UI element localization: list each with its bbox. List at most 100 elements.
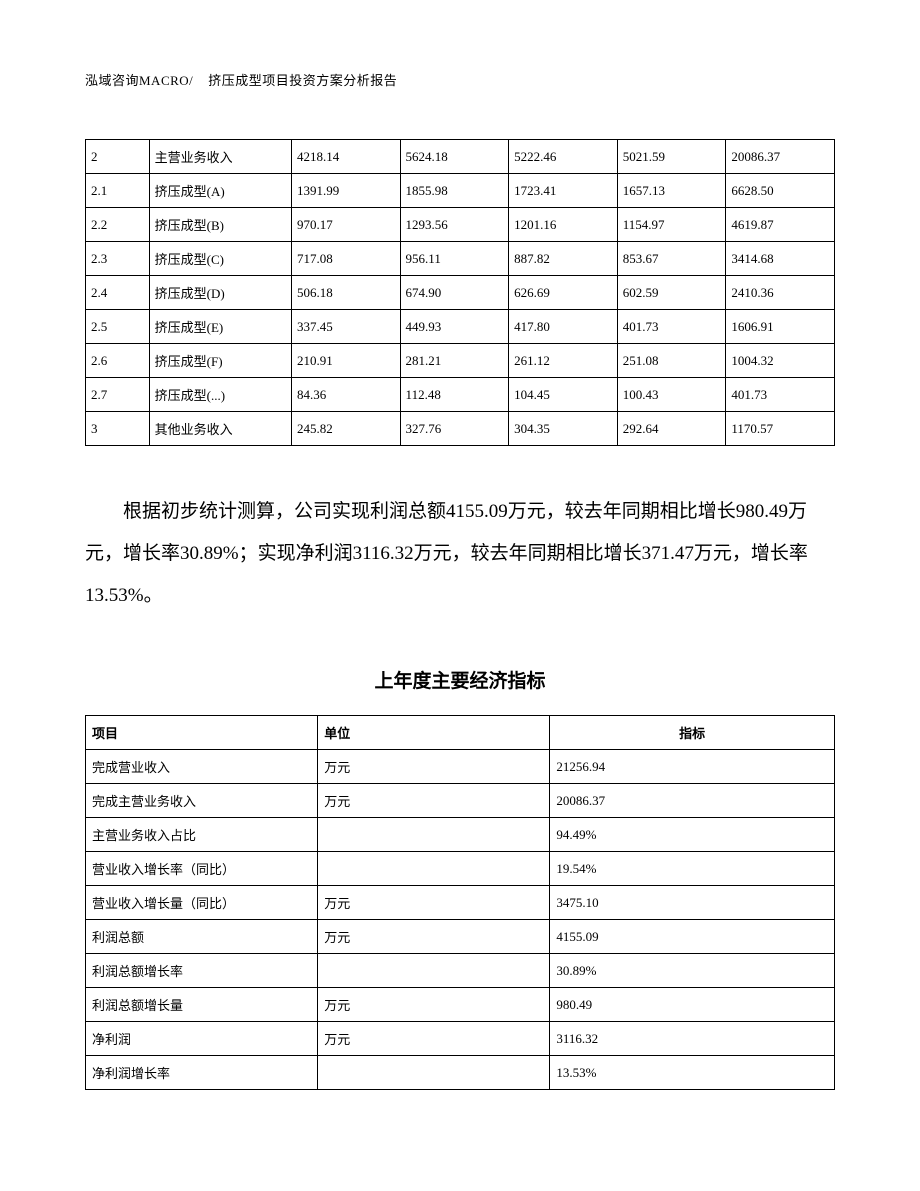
table-cell: 506.18 (291, 276, 400, 310)
table-cell: 20086.37 (550, 784, 835, 818)
table-cell: 956.11 (400, 242, 509, 276)
table-cell: 1004.32 (726, 344, 835, 378)
table-cell: 449.93 (400, 310, 509, 344)
table-cell: 3 (86, 412, 150, 446)
section-title: 上年度主要经济指标 (85, 666, 835, 693)
table-cell: 717.08 (291, 242, 400, 276)
table-cell: 净利润增长率 (86, 1056, 318, 1090)
table-cell: 13.53% (550, 1056, 835, 1090)
table-cell: 30.89% (550, 954, 835, 988)
table-cell: 2 (86, 140, 150, 174)
table-cell: 利润总额 (86, 920, 318, 954)
table-cell: 2.6 (86, 344, 150, 378)
table-cell: 417.80 (509, 310, 618, 344)
table-row: 净利润增长率 13.53% (86, 1056, 835, 1090)
table-cell: 4619.87 (726, 208, 835, 242)
table-cell: 主营业务收入 (149, 140, 291, 174)
table-cell: 2.4 (86, 276, 150, 310)
table-cell: 主营业务收入占比 (86, 818, 318, 852)
table-row: 2主营业务收入4218.145624.185222.465021.5920086… (86, 140, 835, 174)
table-cell: 利润总额增长量 (86, 988, 318, 1022)
table-cell: 挤压成型(A) (149, 174, 291, 208)
header-indicator: 指标 (550, 716, 835, 750)
table-cell (318, 852, 550, 886)
table-cell: 337.45 (291, 310, 400, 344)
table-cell: 1201.16 (509, 208, 618, 242)
table-cell: 营业收入增长量（同比） (86, 886, 318, 920)
table-cell: 3414.68 (726, 242, 835, 276)
table-cell: 602.59 (617, 276, 726, 310)
table-cell: 2.7 (86, 378, 150, 412)
table-cell: 1855.98 (400, 174, 509, 208)
table-cell: 1657.13 (617, 174, 726, 208)
table-cell: 210.91 (291, 344, 400, 378)
table-cell: 245.82 (291, 412, 400, 446)
table-cell: 84.36 (291, 378, 400, 412)
table-cell: 19.54% (550, 852, 835, 886)
table-cell: 利润总额增长率 (86, 954, 318, 988)
table-cell: 挤压成型(E) (149, 310, 291, 344)
table-row: 完成主营业务收入万元20086.37 (86, 784, 835, 818)
table-cell: 1170.57 (726, 412, 835, 446)
table-cell: 挤压成型(F) (149, 344, 291, 378)
table-cell: 万元 (318, 750, 550, 784)
table-cell: 1391.99 (291, 174, 400, 208)
table-cell: 970.17 (291, 208, 400, 242)
table-cell: 887.82 (509, 242, 618, 276)
table-cell: 1723.41 (509, 174, 618, 208)
table-row: 2.7挤压成型(...)84.36112.48104.45100.43401.7… (86, 378, 835, 412)
table-row: 2.3挤压成型(C)717.08956.11887.82853.673414.6… (86, 242, 835, 276)
table-row: 利润总额增长量万元980.49 (86, 988, 835, 1022)
table-cell: 万元 (318, 920, 550, 954)
table-cell: 万元 (318, 784, 550, 818)
table-cell: 万元 (318, 1022, 550, 1056)
table-row: 2.1挤压成型(A)1391.991855.981723.411657.1366… (86, 174, 835, 208)
table-cell: 292.64 (617, 412, 726, 446)
table-cell: 万元 (318, 886, 550, 920)
header-unit: 单位 (318, 716, 550, 750)
table-cell: 完成营业收入 (86, 750, 318, 784)
table-cell: 674.90 (400, 276, 509, 310)
table-cell: 281.21 (400, 344, 509, 378)
table-cell: 净利润 (86, 1022, 318, 1056)
table-cell: 其他业务收入 (149, 412, 291, 446)
table-cell: 1154.97 (617, 208, 726, 242)
table-cell: 2410.36 (726, 276, 835, 310)
table-cell: 100.43 (617, 378, 726, 412)
table-row: 3其他业务收入245.82327.76304.35292.641170.57 (86, 412, 835, 446)
table-row: 2.4挤压成型(D)506.18674.90626.69602.592410.3… (86, 276, 835, 310)
header-title: 挤压成型项目投资方案分析报告 (208, 73, 397, 88)
table-cell: 94.49% (550, 818, 835, 852)
table-row: 利润总额万元4155.09 (86, 920, 835, 954)
indicators-table: 项目 单位 指标 完成营业收入万元21256.94完成主营业务收入万元20086… (85, 715, 835, 1090)
header-project: 项目 (86, 716, 318, 750)
table-cell: 2.5 (86, 310, 150, 344)
table-row: 净利润万元3116.32 (86, 1022, 835, 1056)
table-cell (318, 1056, 550, 1090)
table-cell: 完成主营业务收入 (86, 784, 318, 818)
table-cell: 5021.59 (617, 140, 726, 174)
table-cell: 853.67 (617, 242, 726, 276)
table-cell: 251.08 (617, 344, 726, 378)
table-cell: 1293.56 (400, 208, 509, 242)
table-cell: 21256.94 (550, 750, 835, 784)
table-cell: 挤压成型(...) (149, 378, 291, 412)
table-row: 营业收入增长率（同比）19.54% (86, 852, 835, 886)
table-row: 2.2挤压成型(B)970.171293.561201.161154.97461… (86, 208, 835, 242)
table-cell: 挤压成型(D) (149, 276, 291, 310)
table-row: 完成营业收入万元21256.94 (86, 750, 835, 784)
table-cell: 4218.14 (291, 140, 400, 174)
table-cell: 1606.91 (726, 310, 835, 344)
table-cell: 2.1 (86, 174, 150, 208)
table-row: 主营业务收入占比 94.49% (86, 818, 835, 852)
summary-paragraph: 根据初步统计测算，公司实现利润总额4155.09万元，较去年同期相比增长980.… (85, 491, 835, 616)
table-cell (318, 818, 550, 852)
table-cell: 6628.50 (726, 174, 835, 208)
table-cell: 5624.18 (400, 140, 509, 174)
table-row: 2.6挤压成型(F)210.91281.21261.12251.081004.3… (86, 344, 835, 378)
table-cell: 626.69 (509, 276, 618, 310)
table-cell: 2.3 (86, 242, 150, 276)
table-cell: 327.76 (400, 412, 509, 446)
revenue-table: 2主营业务收入4218.145624.185222.465021.5920086… (85, 139, 835, 446)
table-cell (318, 954, 550, 988)
